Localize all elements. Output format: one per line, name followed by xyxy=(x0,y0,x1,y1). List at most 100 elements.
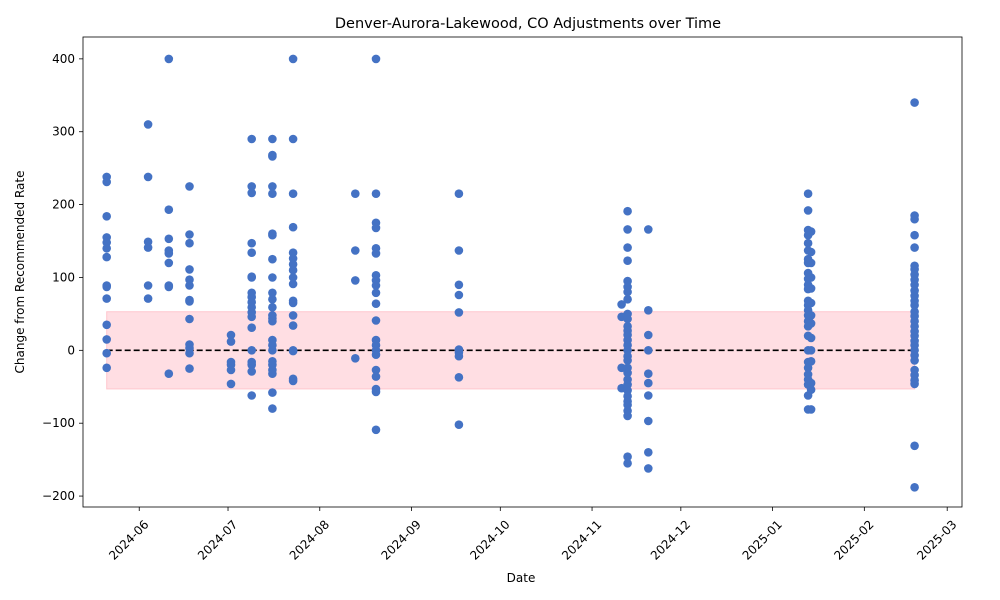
data-point xyxy=(164,234,174,244)
data-point xyxy=(143,294,153,303)
data-point xyxy=(371,54,381,64)
data-point xyxy=(185,230,194,239)
data-point xyxy=(623,368,632,378)
data-point xyxy=(371,288,381,298)
data-point xyxy=(623,411,632,421)
data-point xyxy=(226,330,236,340)
data-point xyxy=(371,189,381,198)
y-tick-label: 400 xyxy=(52,52,75,66)
data-point xyxy=(371,281,381,290)
y-axis-title: Change from Recommended Rate xyxy=(13,171,27,374)
data-point xyxy=(247,182,256,191)
data-point xyxy=(623,225,632,234)
data-point xyxy=(268,152,277,161)
data-point xyxy=(268,273,277,282)
data-point xyxy=(247,323,256,333)
data-point xyxy=(806,333,816,343)
plot-frame xyxy=(82,36,963,508)
data-point xyxy=(644,391,653,400)
data-point xyxy=(623,295,632,304)
y-tick-label: −200 xyxy=(42,489,75,503)
data-point xyxy=(268,404,277,413)
y-axis: −200 −100 0 100 200 300 400 xyxy=(42,52,83,503)
y-tick-label: 100 xyxy=(52,270,75,284)
data-point xyxy=(268,346,277,355)
data-point xyxy=(623,459,632,468)
data-point xyxy=(247,188,256,198)
data-point xyxy=(806,227,816,236)
data-point xyxy=(247,248,256,257)
data-point xyxy=(910,230,919,240)
y-tick-label: 0 xyxy=(67,343,75,357)
y-tick-label: 200 xyxy=(52,198,75,212)
chart-title: Denver-Aurora-Lakewood, CO Adjustments o… xyxy=(335,16,721,32)
data-point xyxy=(910,356,919,365)
data-point xyxy=(226,337,236,346)
data-point xyxy=(288,54,298,64)
data-point xyxy=(454,308,464,317)
data-point xyxy=(371,223,381,233)
data-point xyxy=(288,376,298,386)
data-point xyxy=(371,350,381,360)
data-point xyxy=(185,314,194,324)
data-point xyxy=(288,321,298,330)
data-point xyxy=(644,225,653,234)
tolerance-band xyxy=(106,311,916,390)
data-point xyxy=(164,54,174,64)
data-point xyxy=(247,367,256,376)
data-point xyxy=(143,281,153,290)
data-point xyxy=(617,363,626,373)
data-point xyxy=(454,420,464,430)
data-point xyxy=(102,348,111,358)
data-point xyxy=(288,273,298,282)
data-point xyxy=(644,448,653,457)
data-point xyxy=(268,369,277,379)
data-point xyxy=(102,282,111,292)
data-point xyxy=(288,311,298,320)
data-point xyxy=(806,247,816,257)
data-point xyxy=(185,238,194,248)
data-point xyxy=(351,354,360,363)
data-point xyxy=(247,312,256,322)
data-point xyxy=(644,306,653,315)
data-point xyxy=(454,373,464,382)
data-point xyxy=(371,365,381,375)
data-point xyxy=(268,303,277,312)
data-point xyxy=(102,252,111,262)
data-point xyxy=(288,222,298,232)
data-point xyxy=(910,214,919,224)
data-point xyxy=(268,189,277,198)
data-point xyxy=(247,238,256,248)
data-point xyxy=(268,316,277,326)
data-point xyxy=(164,282,174,292)
data-point xyxy=(623,452,632,462)
data-point xyxy=(806,284,816,293)
data-point xyxy=(288,189,298,198)
data-point xyxy=(268,288,277,298)
data-point xyxy=(623,243,632,252)
data-point xyxy=(268,388,277,397)
data-point xyxy=(623,356,632,365)
data-point xyxy=(185,182,194,191)
data-point xyxy=(910,441,919,451)
data-point xyxy=(247,273,256,282)
data-point xyxy=(288,279,298,289)
data-point xyxy=(623,346,632,355)
data-point xyxy=(164,249,174,258)
data-point xyxy=(288,346,298,356)
data-point xyxy=(454,246,464,255)
data-point xyxy=(623,206,632,216)
data-point xyxy=(803,238,813,248)
data-point xyxy=(910,483,919,492)
data-point xyxy=(102,320,111,330)
data-point xyxy=(910,379,919,389)
data-point xyxy=(806,258,816,268)
data-point xyxy=(268,182,277,191)
data-point xyxy=(143,243,153,252)
data-point xyxy=(371,316,381,325)
data-point xyxy=(247,346,256,355)
data-point xyxy=(806,385,816,395)
data-point xyxy=(288,134,298,144)
